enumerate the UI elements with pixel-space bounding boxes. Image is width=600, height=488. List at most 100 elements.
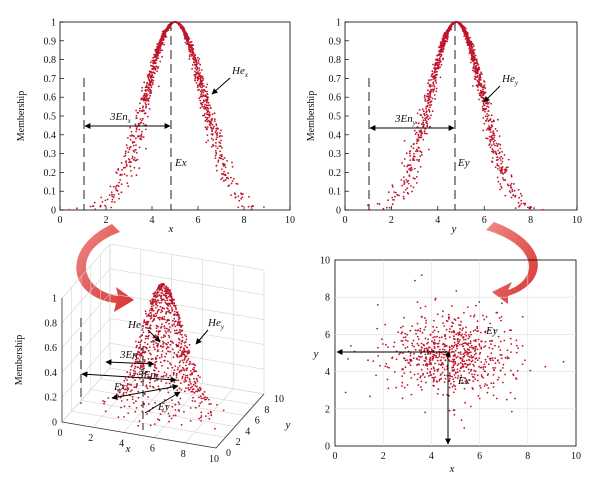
scatter-point [213, 112, 216, 115]
scatter-point [468, 379, 471, 382]
scatter-point [120, 183, 123, 186]
scatter-point [189, 373, 192, 376]
y-ticks: 00.10.20.30.40.50.60.70.80.91 [329, 18, 349, 217]
scatter-point [431, 72, 434, 75]
scatter-point [489, 340, 491, 342]
scatter-point [137, 351, 139, 354]
scatter-point [126, 399, 129, 401]
scatter-point [474, 54, 477, 57]
y-tick-label: 0.9 [329, 36, 342, 47]
scatter-point [190, 390, 193, 393]
he-x-arrow [147, 329, 161, 343]
scatter-point [240, 193, 243, 196]
scatter-point [200, 416, 202, 419]
scatter-point [145, 103, 147, 106]
wall-grid-line [61, 243, 111, 299]
scatter-point [473, 353, 476, 356]
scatter-point [499, 340, 502, 343]
scatter-point [163, 359, 166, 362]
scatter-point [199, 86, 202, 88]
scatter-point [515, 351, 518, 354]
scatter-point [474, 73, 477, 75]
scatter-point [437, 356, 439, 359]
scatter-point [452, 378, 454, 381]
scatter-point [426, 342, 428, 345]
scatter-point [424, 305, 427, 308]
scatter-point [221, 168, 223, 171]
scatter-point [187, 36, 190, 39]
scatter-point [435, 81, 438, 84]
scatter-point [141, 130, 143, 133]
scatter-point [432, 89, 435, 92]
scatter-point [190, 383, 192, 385]
scatter-point [222, 158, 225, 161]
scatter-point [263, 206, 265, 208]
scatter-point [412, 158, 415, 161]
scatter-point [158, 357, 161, 359]
scatter-point [160, 327, 162, 329]
scatter-point [480, 82, 482, 85]
x-tick-label: 2 [104, 215, 109, 226]
scatter-point [433, 378, 435, 381]
scatter-point [477, 82, 480, 85]
scatter-point [182, 350, 184, 352]
scatter-point [454, 349, 457, 352]
scatter-point [462, 365, 465, 368]
scatter-point [475, 345, 478, 348]
scatter-point [445, 32, 448, 35]
scatter-point [409, 360, 412, 363]
he-label: Hey [501, 73, 519, 87]
scatter-point [426, 368, 429, 370]
panel-membership-x: 00.10.20.30.40.50.60.70.80.91 0 2 4 6 8 10 Me… [16, 18, 295, 236]
scatter-point [118, 181, 120, 184]
scatter-point [183, 369, 186, 372]
scatter-point [152, 62, 155, 64]
scatter-point [211, 113, 214, 116]
scatter-point [381, 338, 383, 340]
scatter-point [436, 70, 438, 73]
scatter-point [490, 102, 492, 105]
scatter-point [454, 362, 457, 365]
scatter-point [155, 367, 158, 370]
scatter-point [203, 112, 206, 115]
scatter-point [469, 342, 472, 345]
scatter-point [430, 104, 433, 106]
scatter-point [188, 58, 191, 60]
y-tick-label: 2 [236, 437, 241, 448]
scatter-point [131, 357, 134, 360]
scatter-point [433, 329, 436, 332]
scatter-point [156, 350, 159, 353]
scatter-point [156, 299, 159, 302]
scatter-point [484, 120, 487, 122]
scatter-point [138, 351, 141, 354]
scatter-point [143, 319, 146, 321]
scatter-point [143, 359, 146, 361]
scatter-point [462, 345, 464, 348]
scatter-point [453, 360, 455, 363]
scatter-point [146, 327, 149, 329]
scatter-point [437, 342, 440, 345]
scatter-point [427, 353, 429, 355]
scatter-point [417, 160, 420, 163]
scatter-point [435, 87, 438, 90]
scatter-point [404, 189, 407, 191]
scatter-point [417, 338, 420, 340]
scatter-point [411, 325, 414, 327]
scatter-point [153, 55, 156, 58]
scatter-point [476, 79, 479, 82]
scatter-point [215, 129, 218, 132]
scatter-point [147, 115, 149, 118]
scatter-point [194, 370, 196, 373]
scatter-point [126, 147, 129, 149]
scatter-point [466, 343, 469, 346]
scatter-point [504, 179, 506, 182]
scatter-point [515, 339, 518, 342]
plot-frame [334, 259, 577, 447]
scatter-point [151, 298, 154, 301]
scatter-point [205, 104, 208, 107]
scatter-point [476, 84, 479, 87]
scatter-point [213, 118, 216, 121]
x-tick-label: 8 [242, 215, 247, 226]
scatter-point [463, 348, 466, 350]
scatter-point [473, 365, 475, 367]
